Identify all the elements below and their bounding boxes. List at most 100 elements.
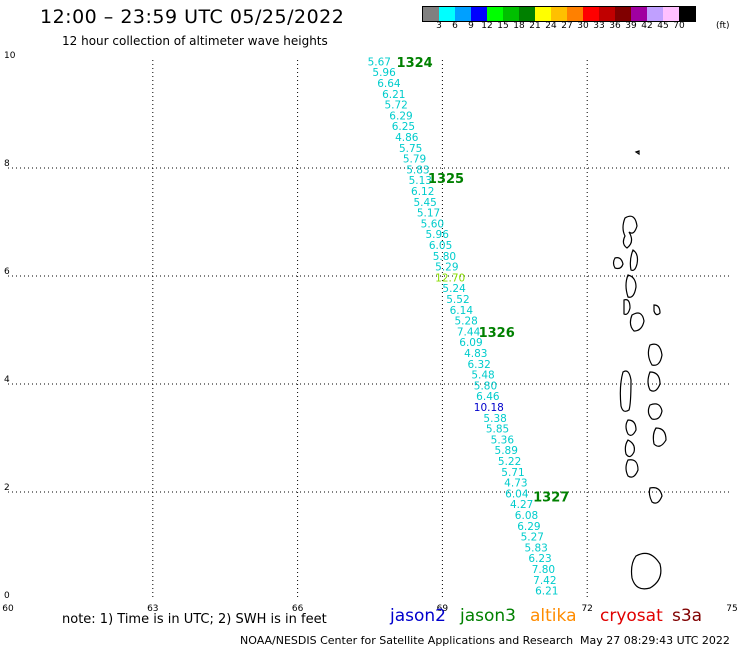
- latitude-tick-label: 10: [4, 51, 16, 61]
- colorbar-tick-label: 30: [577, 21, 589, 31]
- latitude-tick-label: 6: [4, 267, 10, 277]
- colorbar-swatch: [439, 7, 455, 21]
- wave-height-label: 5.17: [417, 208, 440, 220]
- colorbar-tick-label: 45: [657, 21, 669, 31]
- wave-height-label: 5.24: [442, 283, 466, 295]
- colorbar-tick-label: 27: [561, 21, 573, 31]
- coastline: [612, 150, 667, 590]
- colorbar-swatch: [471, 7, 487, 21]
- wave-height-label: 6.46: [476, 391, 500, 403]
- wave-height-label: 5.96: [372, 67, 396, 79]
- colorbar-swatch: [615, 7, 631, 21]
- longitude-tick-label: 60: [2, 604, 14, 614]
- page-title: 12:00 – 23:59 UTC 05/25/2022: [40, 6, 345, 28]
- colorbar-tick-label: 39: [625, 21, 637, 31]
- colorbar-tick-label: 15: [497, 21, 509, 31]
- colorbar-tick-label: 12: [481, 21, 493, 31]
- wave-height-label: 4.27: [510, 499, 533, 511]
- legend-cryosat: cryosat: [600, 606, 663, 626]
- footer-credit: NOAA/NESDIS Center for Satellite Applica…: [240, 634, 574, 647]
- colorbar-swatch: [663, 7, 679, 21]
- subtitle: 12 hour collection of altimeter wave hei…: [62, 34, 328, 48]
- wave-height-label: 6.29: [389, 110, 412, 122]
- wave-height-label: 5.79: [403, 154, 426, 166]
- wave-height-label: 5.83: [406, 164, 429, 176]
- wave-height-label: 5.28: [454, 316, 477, 328]
- latitude-tick-label: 4: [4, 375, 10, 385]
- colorbar-tick-label: 9: [468, 21, 474, 31]
- wave-height-label: 5.89: [495, 445, 518, 457]
- footer-timestamp: May 27 08:29:43 UTC 2022: [580, 634, 730, 647]
- colorbar-swatch: [455, 7, 471, 21]
- colorbar-tick-label: 70: [673, 21, 685, 31]
- longitude-tick-label: 69: [436, 604, 449, 614]
- wave-height-colorbar: [422, 6, 696, 22]
- wave-height-label: 7.44: [457, 326, 481, 338]
- wave-height-label: 5.45: [413, 197, 436, 209]
- colorbar-swatch: [631, 7, 647, 21]
- colorbar-swatch: [679, 7, 695, 21]
- wave-height-label: 6.04: [505, 488, 529, 500]
- note-text: note: 1) Time is in UTC; 2) SWH is in fe…: [62, 612, 327, 627]
- latitude-tick-label: 8: [4, 159, 10, 169]
- longitude-tick-label: 72: [581, 604, 593, 614]
- wave-height-label: 5.29: [435, 262, 458, 274]
- colorbar-swatch: [551, 7, 567, 21]
- colorbar-swatch: [535, 7, 551, 21]
- wave-height-label: 6.23: [528, 553, 551, 565]
- colorbar-tick-label: 6: [452, 21, 458, 31]
- wave-height-label: 10.18: [474, 402, 504, 414]
- latitude-tick-label: 0: [4, 591, 10, 601]
- colorbar-tick-label: 36: [609, 21, 621, 31]
- latitude-tick-label: 2: [4, 483, 10, 493]
- wave-height-label: 5.85: [486, 424, 509, 436]
- wave-height-label: 6.08: [515, 510, 538, 522]
- colorbar-tick-label: 21: [529, 21, 541, 31]
- wave-height-label: 5.52: [446, 294, 469, 306]
- wave-height-label: 12.70: [435, 272, 465, 284]
- wave-height-label: 5.75: [399, 143, 422, 155]
- pass-time-label: 1324: [397, 56, 433, 71]
- legend-jason3: jason3: [460, 606, 516, 626]
- colorbar-swatch: [519, 7, 535, 21]
- wave-height-label: 7.42: [533, 575, 556, 587]
- lat-lon-grid: [8, 60, 732, 600]
- wave-height-track: 5.675.966.646.215.726.296.254.865.755.79…: [368, 56, 559, 597]
- wave-height-label: 6.14: [450, 305, 474, 317]
- wave-height-label: 5.72: [384, 100, 407, 112]
- wave-height-label: 5.13: [409, 175, 432, 187]
- wave-height-label: 6.29: [517, 521, 540, 533]
- colorbar-swatch: [503, 7, 519, 21]
- wave-height-label: 6.32: [467, 359, 490, 371]
- wave-height-label: 5.60: [421, 218, 444, 230]
- wave-height-label: 5.27: [521, 532, 544, 544]
- wave-height-label: 5.80: [474, 380, 497, 392]
- wave-height-label: 6.21: [535, 586, 558, 598]
- wave-height-label: 5.80: [433, 251, 456, 263]
- wave-height-label: 6.25: [392, 121, 415, 133]
- longitude-tick-label: 63: [147, 604, 159, 614]
- pass-time-label: 1325: [428, 172, 464, 187]
- wave-height-label: 5.22: [498, 456, 521, 468]
- pass-time-label: 1326: [479, 326, 515, 341]
- colorbar-tick-label: 18: [513, 21, 525, 31]
- wave-height-label: 4.86: [395, 132, 419, 144]
- wave-height-label: 5.67: [368, 56, 391, 68]
- colorbar-tick-label: 33: [593, 21, 605, 31]
- colorbar-tick-label: 42: [641, 21, 653, 31]
- wave-height-label: 5.71: [501, 467, 524, 479]
- wave-height-label: 5.83: [524, 542, 547, 554]
- legend-altika: altika: [530, 606, 577, 626]
- colorbar-unit: (ft): [716, 21, 730, 31]
- wave-height-label: 7.80: [532, 564, 555, 576]
- wave-height-label: 5.38: [483, 413, 506, 425]
- longitude-tick-label: 75: [726, 604, 738, 614]
- wave-height-label: 4.83: [464, 348, 487, 360]
- colorbar-swatch: [487, 7, 503, 21]
- colorbar-swatch: [423, 7, 439, 21]
- colorbar-swatch: [567, 7, 583, 21]
- wave-height-label: 6.12: [411, 186, 434, 198]
- wave-height-label: 6.05: [429, 240, 452, 252]
- colorbar-tick-label: 24: [545, 21, 557, 31]
